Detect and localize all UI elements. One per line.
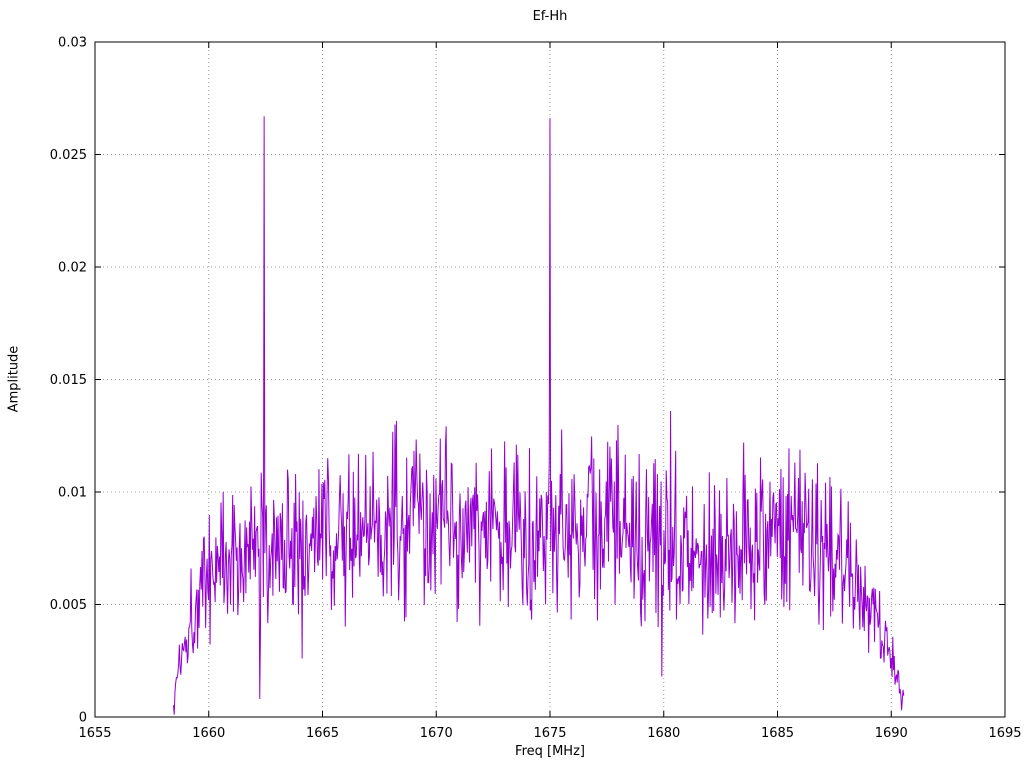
y-tick-label: 0.015 bbox=[50, 373, 87, 388]
x-tick-label: 1690 bbox=[875, 726, 908, 741]
series-line bbox=[172, 116, 905, 715]
x-tick-label: 1695 bbox=[988, 726, 1021, 741]
x-tick-label: 1665 bbox=[306, 726, 339, 741]
x-tick-label: 1670 bbox=[420, 726, 453, 741]
x-tick-label: 1685 bbox=[761, 726, 794, 741]
x-tick-label: 1680 bbox=[647, 726, 680, 741]
y-tick-label: 0.03 bbox=[58, 36, 87, 51]
x-tick-label: 1675 bbox=[533, 726, 566, 741]
x-tick-label: 1655 bbox=[78, 726, 111, 741]
y-tick-label: 0.025 bbox=[50, 148, 87, 163]
x-axis-label: Freq [MHz] bbox=[515, 744, 585, 759]
y-tick-label: 0.01 bbox=[58, 486, 87, 501]
y-tick-label: 0.005 bbox=[50, 598, 87, 613]
chart-title: Ef-Hh bbox=[532, 9, 568, 24]
y-tick-label: 0.02 bbox=[58, 261, 87, 276]
y-tick-label: 0 bbox=[79, 711, 87, 726]
x-tick-label: 1660 bbox=[192, 726, 225, 741]
